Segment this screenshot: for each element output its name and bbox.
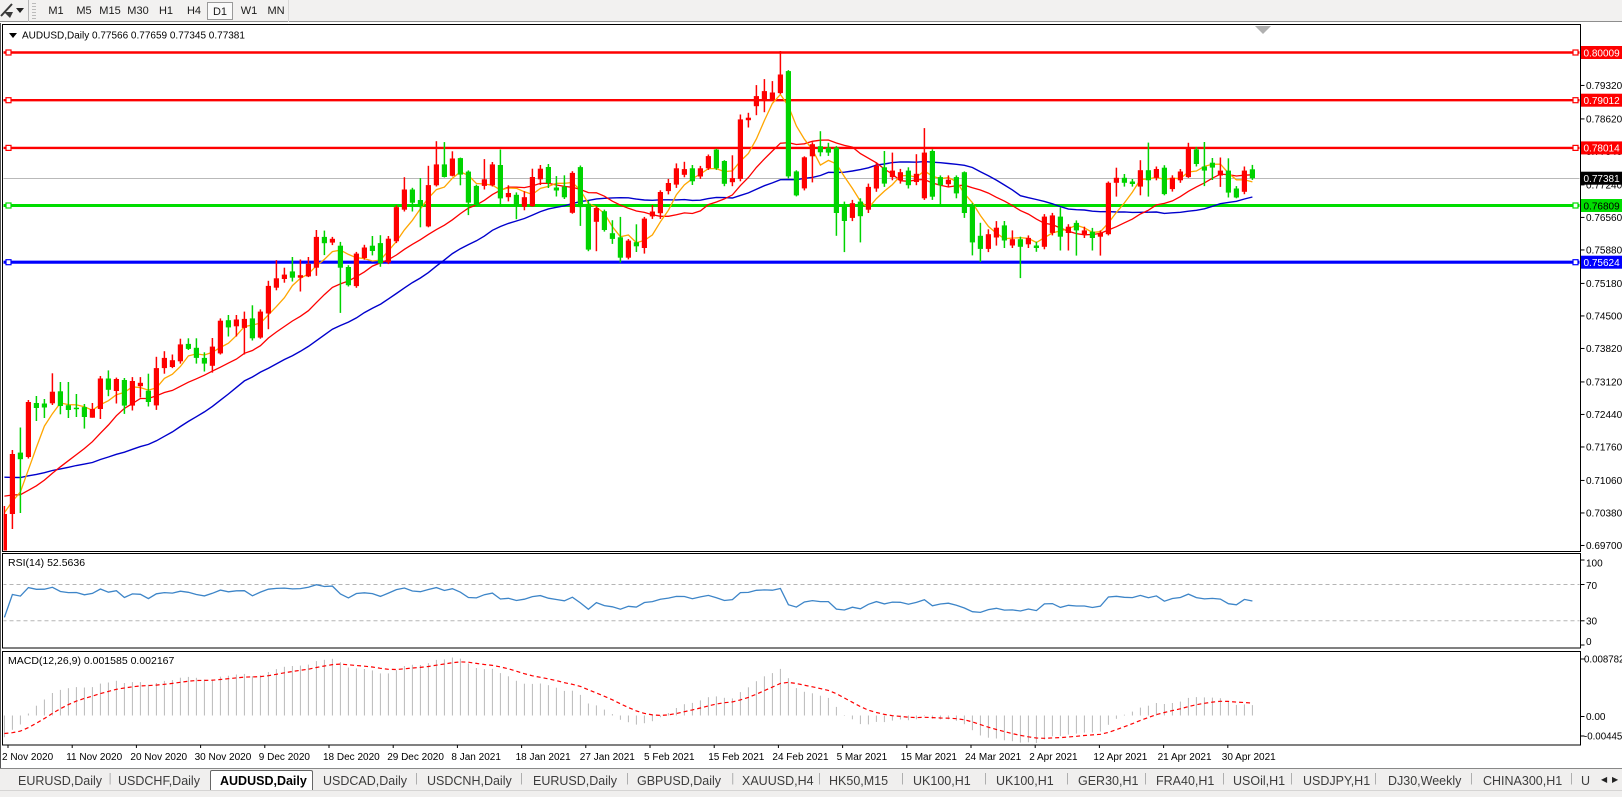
svg-text:0.79012: 0.79012 — [1584, 96, 1621, 107]
svg-text:0: 0 — [1586, 637, 1592, 648]
svg-text:20 Nov 2020: 20 Nov 2020 — [130, 752, 187, 763]
svg-text:70: 70 — [1586, 581, 1598, 592]
svg-text:27 Jan 2021: 27 Jan 2021 — [580, 752, 635, 763]
svg-text:0.008782: 0.008782 — [1584, 655, 1622, 666]
svg-text:8 Jan 2021: 8 Jan 2021 — [451, 752, 501, 763]
svg-text:0.79320: 0.79320 — [1586, 81, 1622, 92]
svg-text:2 Apr 2021: 2 Apr 2021 — [1029, 752, 1078, 763]
svg-text:0.73820: 0.73820 — [1586, 344, 1622, 355]
svg-text:15 Feb 2021: 15 Feb 2021 — [708, 752, 765, 763]
svg-text:0.74500: 0.74500 — [1586, 311, 1622, 322]
svg-text:0.70380: 0.70380 — [1586, 508, 1622, 519]
svg-text:0.75880: 0.75880 — [1586, 245, 1622, 256]
svg-text:0.76560: 0.76560 — [1586, 213, 1622, 224]
svg-text:0.80009: 0.80009 — [1584, 48, 1621, 59]
svg-text:0.71760: 0.71760 — [1586, 442, 1622, 453]
svg-text:5 Mar 2021: 5 Mar 2021 — [837, 752, 888, 763]
svg-text:0.71060: 0.71060 — [1586, 476, 1622, 487]
svg-text:0.78620: 0.78620 — [1586, 114, 1622, 125]
svg-text:30: 30 — [1586, 617, 1598, 628]
svg-text:29 Dec 2020: 29 Dec 2020 — [387, 752, 444, 763]
svg-text:18 Jan 2021: 18 Jan 2021 — [516, 752, 571, 763]
svg-text:5 Feb 2021: 5 Feb 2021 — [644, 752, 695, 763]
svg-text:0.76809: 0.76809 — [1584, 201, 1621, 212]
svg-text:24 Feb 2021: 24 Feb 2021 — [772, 752, 829, 763]
svg-text:0.72440: 0.72440 — [1586, 410, 1622, 421]
svg-text:0.75180: 0.75180 — [1586, 279, 1622, 290]
svg-text:MACD(12,26,9) 0.001585 0.00216: MACD(12,26,9) 0.001585 0.002167 — [8, 655, 175, 667]
svg-text:15 Mar 2021: 15 Mar 2021 — [901, 752, 958, 763]
svg-text:0.78014: 0.78014 — [1584, 144, 1621, 155]
svg-text:21 Apr 2021: 21 Apr 2021 — [1158, 752, 1212, 763]
svg-text:12 Apr 2021: 12 Apr 2021 — [1093, 752, 1147, 763]
svg-text:18 Dec 2020: 18 Dec 2020 — [323, 752, 380, 763]
svg-text:0.75624: 0.75624 — [1584, 258, 1621, 269]
svg-text:AUDUSD,Daily 0.77566 0.77659: AUDUSD,Daily 0.77566 0.77659 0.77345 0.7… — [22, 31, 245, 42]
svg-text:24 Mar 2021: 24 Mar 2021 — [965, 752, 1022, 763]
svg-text:11 Nov 2020: 11 Nov 2020 — [66, 752, 122, 763]
svg-text:30 Apr 2021: 30 Apr 2021 — [1222, 752, 1276, 763]
svg-text:0.73120: 0.73120 — [1586, 377, 1622, 388]
svg-text:100: 100 — [1586, 559, 1603, 570]
svg-text:30 Nov 2020: 30 Nov 2020 — [195, 752, 252, 763]
svg-text:-0.0044513: -0.0044513 — [1584, 732, 1622, 743]
svg-text:2 Nov 2020: 2 Nov 2020 — [2, 752, 54, 763]
svg-text:0.77240: 0.77240 — [1586, 180, 1622, 191]
svg-text:9 Dec 2020: 9 Dec 2020 — [259, 752, 311, 763]
svg-text:0.77381: 0.77381 — [1584, 174, 1621, 185]
svg-text:0.00: 0.00 — [1586, 712, 1606, 723]
svg-text:0.69700: 0.69700 — [1586, 541, 1622, 552]
svg-text:RSI(14) 52.5636: RSI(14) 52.5636 — [8, 557, 85, 569]
